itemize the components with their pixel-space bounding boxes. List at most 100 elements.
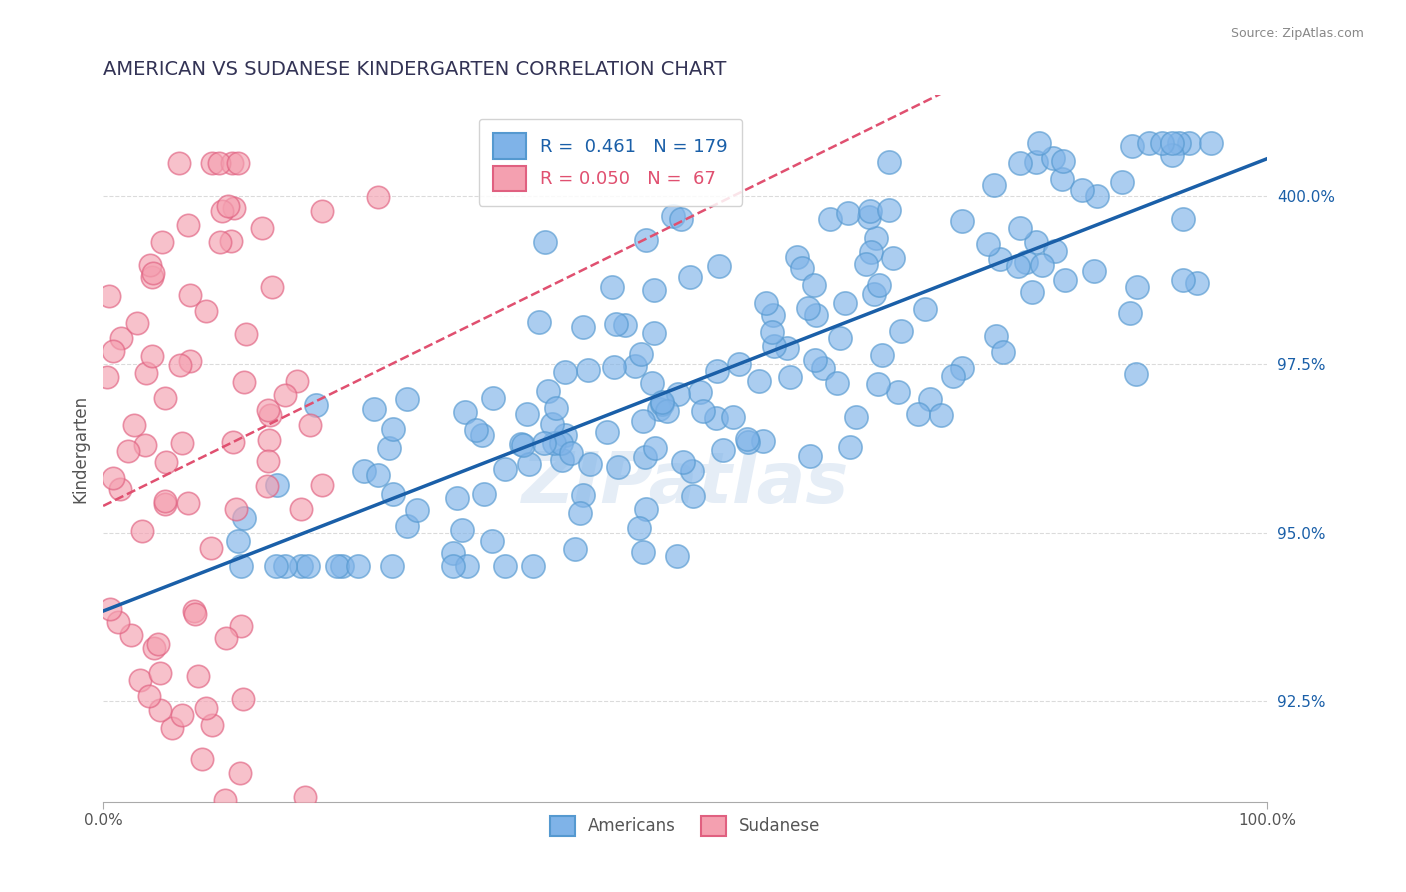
Point (1070, 183, 1092, 197)
Point (534, 235, 557, 249)
Point (134, 438, 156, 452)
Point (977, 237, 1000, 252)
Point (367, 468, 389, 483)
Point (529, 315, 551, 329)
Point (509, 437, 531, 451)
Point (541, 417, 564, 431)
Point (607, 460, 630, 475)
Point (837, 206, 859, 220)
Point (834, 295, 856, 310)
Point (866, 377, 889, 392)
Point (679, 269, 702, 284)
Point (217, 198, 239, 212)
Point (657, 404, 679, 418)
Point (395, 519, 418, 533)
Point (167, 155, 190, 169)
Point (681, 464, 703, 478)
Point (818, 211, 841, 226)
Point (666, 386, 689, 401)
Point (825, 376, 848, 390)
Point (155, 494, 177, 508)
Point (1021, 285, 1043, 299)
Point (707, 260, 730, 274)
Point (1171, 273, 1194, 287)
Point (1031, 258, 1053, 272)
Point (711, 443, 734, 458)
Point (494, 559, 516, 574)
Point (464, 423, 486, 437)
Point (776, 341, 799, 355)
Point (471, 428, 494, 442)
Point (107, 615, 129, 629)
Point (942, 369, 965, 384)
Point (259, 408, 281, 422)
Point (446, 491, 468, 505)
Point (297, 559, 319, 574)
Point (228, 766, 250, 780)
Point (141, 349, 163, 363)
Point (150, 235, 173, 249)
Point (125, 317, 148, 331)
Point (381, 559, 404, 574)
Text: ZIPatlas: ZIPatlas (522, 450, 849, 518)
Point (872, 348, 894, 362)
Point (153, 497, 176, 511)
Point (367, 190, 389, 204)
Point (748, 374, 770, 388)
Point (799, 449, 821, 463)
Point (890, 325, 912, 339)
Point (631, 545, 654, 559)
Point (211, 204, 233, 219)
Point (129, 673, 152, 687)
Point (1015, 255, 1038, 269)
Point (122, 417, 145, 432)
Point (868, 278, 890, 293)
Point (624, 359, 647, 373)
Point (651, 394, 673, 409)
Point (627, 521, 650, 535)
Point (1121, 139, 1143, 153)
Point (643, 326, 665, 340)
Point (146, 637, 169, 651)
Point (353, 464, 375, 478)
Point (706, 364, 728, 378)
Point (155, 455, 177, 469)
Point (160, 721, 183, 735)
Point (117, 443, 139, 458)
Point (172, 708, 194, 723)
Point (101, 471, 124, 485)
Point (865, 231, 887, 245)
Point (993, 344, 1015, 359)
Point (179, 354, 201, 368)
Point (550, 436, 572, 450)
Point (200, 541, 222, 556)
Point (298, 418, 321, 433)
Point (662, 209, 685, 223)
Point (311, 203, 333, 218)
Point (274, 559, 297, 574)
Point (804, 353, 827, 368)
Point (441, 546, 464, 560)
Point (576, 363, 599, 377)
Point (1083, 264, 1105, 278)
Y-axis label: Kindergarten: Kindergarten (72, 394, 89, 502)
Point (183, 604, 205, 618)
Point (311, 478, 333, 492)
Point (1025, 235, 1047, 249)
Point (1139, 136, 1161, 150)
Point (882, 251, 904, 265)
Point (762, 308, 785, 322)
Point (600, 279, 623, 293)
Point (1111, 175, 1133, 189)
Point (179, 288, 201, 302)
Point (546, 401, 568, 416)
Point (828, 331, 851, 345)
Point (219, 234, 242, 248)
Point (177, 496, 200, 510)
Point (143, 640, 166, 655)
Point (845, 409, 868, 424)
Point (752, 434, 775, 449)
Point (195, 701, 218, 715)
Point (803, 278, 825, 293)
Point (382, 487, 405, 501)
